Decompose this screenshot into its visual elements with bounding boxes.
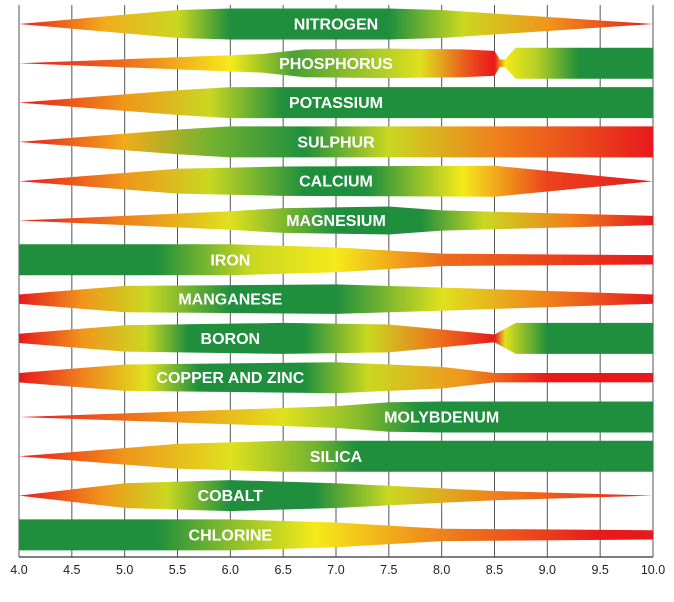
x-tick-label: 8.5 (486, 563, 503, 577)
band-label: CALCIUM (299, 174, 373, 191)
band-molybdenum (19, 401, 653, 433)
x-tick-label: 7.5 (380, 563, 397, 577)
band-label: SILICA (310, 449, 363, 466)
band-magnesium (19, 206, 653, 235)
band-label: POTASSIUM (289, 95, 383, 112)
band-calcium (19, 165, 653, 197)
band-label: CHLORINE (189, 527, 273, 544)
band-label: MANGANESE (178, 292, 282, 309)
band-label: PHOSPHORUS (279, 56, 393, 73)
x-tick-label: 4.5 (63, 563, 80, 577)
x-tick-label: 7.0 (327, 563, 344, 577)
band-label: NITROGEN (294, 17, 378, 34)
band-label: BORON (201, 331, 261, 348)
x-tick-label: 9.5 (591, 563, 608, 577)
x-tick-label: 8.0 (433, 563, 450, 577)
band-boron (19, 322, 653, 354)
nutrient-bands: NITROGEN PHOSPHORUS POTASSIUM SULPHUR CALCIU… (19, 8, 653, 551)
band-label: IRON (210, 252, 250, 269)
band-manganese (19, 284, 653, 314)
x-tick-label: 5.5 (169, 563, 186, 577)
x-tick-label: 6.0 (222, 563, 239, 577)
band-label: MOLYBDENUM (384, 410, 499, 427)
band-iron (19, 244, 653, 276)
x-tick-label: 9.0 (539, 563, 556, 577)
x-axis-ticks: 4.0 4.5 5.0 5.5 6.0 6.5 7.0 7.5 8.0 8.5 9.0 9.5 10.0 (10, 563, 665, 577)
band-nitrogen (19, 8, 653, 40)
band-phosphorus (19, 47, 653, 79)
band-silica (19, 440, 653, 472)
band-label: SULPHUR (297, 134, 375, 151)
band-potassium (19, 87, 653, 119)
band-copper-and-zinc (19, 362, 653, 394)
x-tick-label: 6.5 (274, 563, 291, 577)
x-tick-label: 10.0 (641, 563, 665, 577)
band-label: COBALT (198, 488, 264, 505)
band-cobalt (19, 480, 653, 512)
band-chlorine (19, 519, 653, 551)
band-label: MAGNESIUM (286, 213, 386, 230)
x-tick-label: 4.0 (10, 563, 27, 577)
band-sulphur (19, 126, 653, 158)
band-label: COPPER AND ZINC (156, 370, 304, 387)
x-tick-label: 5.0 (116, 563, 133, 577)
